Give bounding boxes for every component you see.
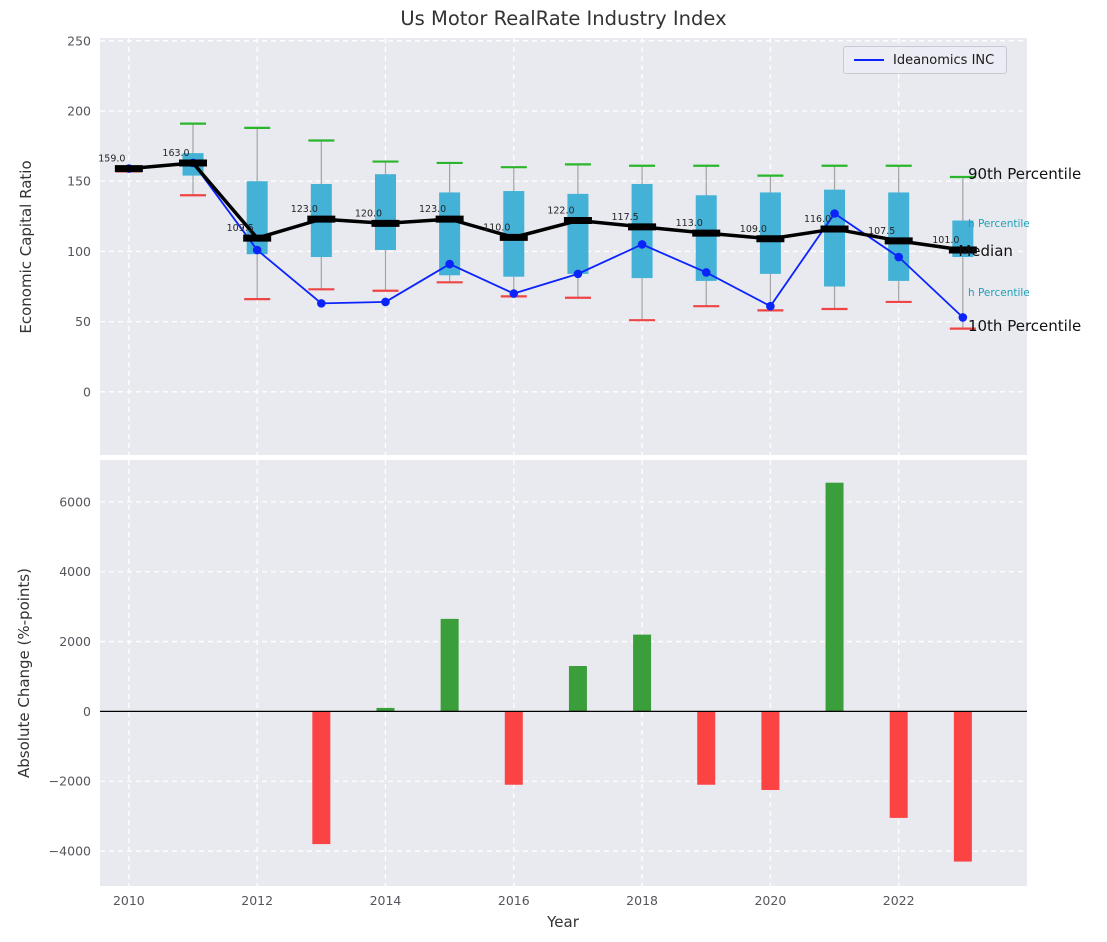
percentile-annotation-25: h Percentile [967,287,1030,300]
xtick-label: 2014 [370,893,402,908]
company-marker [252,245,262,255]
median-value-label: 163.0 [162,148,189,159]
change-bar [440,618,459,712]
median-value-label: 120.0 [355,208,382,219]
bottom-plot-bg [100,460,1027,886]
median-value-label: 122.0 [547,206,574,217]
median-value-label: 109.0 [740,224,767,235]
xtick-label: 2022 [883,893,915,908]
bottom-ytick-label: 6000 [59,494,91,509]
top-ytick-label: 250 [67,33,91,48]
chart-title: Us Motor RealRate Industry Index [400,7,727,30]
median-annotation: Median [958,242,1013,261]
company-marker [317,299,326,308]
percentile-annotation-75: h Percentile [967,218,1030,231]
iqr-box [759,192,781,274]
company-marker [445,259,454,269]
xtick-label: 2020 [754,893,786,908]
median-value-label: 110.0 [483,222,510,233]
company-marker [701,268,711,277]
percentile-annotation-10: 10th Percentile [967,316,1082,335]
change-bar [953,711,972,862]
company-marker [509,289,519,298]
percentile-annotation-90: 90th Percentile [967,164,1082,183]
legend-line-sample [854,59,884,61]
iqr-box [374,174,396,251]
median-value-label: 116.0 [804,214,831,225]
median-value-label: 117.5 [611,212,638,223]
median-value-label: 101.0 [932,235,959,246]
change-bar [312,711,331,845]
company-marker [894,252,903,262]
change-bar [697,711,716,785]
bottom-ytick-label: −4000 [49,844,91,859]
company-marker [830,209,839,218]
change-bar [568,666,587,712]
change-bar [633,634,652,712]
company-marker [637,240,647,249]
top-ytick-label: 200 [67,104,91,119]
bottom-ytick-label: 4000 [59,564,91,579]
iqr-box [888,192,910,281]
median-value-label: 113.0 [676,218,703,229]
top-ytick-label: 50 [75,314,91,329]
iqr-box [567,193,589,274]
top-ytick-label: 150 [67,174,91,189]
xlabel: Year [547,913,579,931]
bottom-ytick-label: −2000 [49,774,91,789]
change-bar [825,482,844,712]
company-marker [381,297,390,307]
legend-label: Ideanomics INC [893,52,995,68]
bottom-ylabel: Absolute Change (%-points) [15,568,33,778]
xtick-label: 2016 [498,893,530,908]
change-bar [504,711,523,785]
company-marker [958,313,968,322]
change-bar [376,707,395,712]
xtick-label: 2010 [113,893,145,908]
median-value-label: 107.5 [868,226,895,237]
xtick-label: 2018 [626,893,658,908]
top-ylabel: Economic Capital Ratio [17,160,35,334]
iqr-box [246,181,268,255]
bottom-ytick-label: 0 [83,704,91,719]
change-bar [761,711,780,790]
change-bar [889,711,908,818]
top-ytick-label: 100 [67,244,91,259]
top-ytick-label: 0 [83,384,91,399]
iqr-box [439,192,461,276]
iqr-box [503,191,525,277]
company-marker [573,269,583,279]
iqr-box [695,195,717,281]
legend: Ideanomics INC [843,46,1008,74]
xtick-label: 2012 [241,893,273,908]
median-value-label: 159.0 [98,154,125,165]
iqr-box [824,189,846,287]
company-marker [766,301,775,311]
median-value-label: 123.0 [291,204,318,215]
bottom-ytick-label: 2000 [59,634,91,649]
median-value-label: 109.5 [227,223,254,234]
median-value-label: 123.0 [419,204,446,215]
iqr-box [631,184,653,279]
